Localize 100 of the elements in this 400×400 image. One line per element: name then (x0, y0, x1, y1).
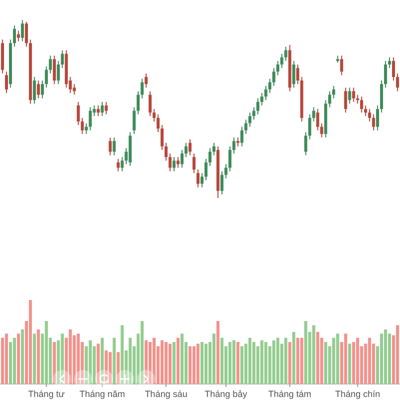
candlestick (304, 132, 308, 156)
candlestick (396, 72, 400, 92)
candlestick (24, 21, 28, 48)
bar (16, 334, 20, 384)
bar (236, 342, 240, 384)
x-tick-label: Tháng năm (79, 389, 126, 399)
bar (160, 340, 164, 384)
candlestick (52, 55, 56, 85)
candlestick (60, 50, 64, 69)
candlestick (284, 46, 288, 62)
candlestick (76, 101, 80, 126)
bar (8, 342, 12, 384)
candlestick (360, 96, 364, 114)
bar (384, 329, 388, 384)
candlestick (328, 90, 332, 108)
candlestick (312, 106, 316, 122)
candlestick (184, 142, 188, 158)
bar (388, 334, 392, 384)
candlestick (388, 56, 392, 69)
candlestick (308, 114, 312, 140)
candlestick (172, 156, 176, 172)
bar (284, 338, 288, 384)
candlestick (244, 119, 248, 134)
candlestick (392, 56, 396, 82)
candlestick (240, 126, 244, 147)
bar (248, 338, 252, 384)
bar (292, 332, 296, 384)
bar (76, 334, 80, 384)
x-tick-label: Tháng tư (28, 389, 65, 399)
x-tick-label: Tháng chín (335, 389, 380, 399)
bar (104, 350, 108, 384)
candlestick (156, 114, 160, 133)
bar (100, 338, 104, 384)
candlestick (36, 80, 40, 99)
bar (164, 342, 168, 384)
candlestick (176, 156, 180, 168)
bar (44, 321, 48, 384)
candlestick (44, 66, 48, 88)
bar (4, 334, 8, 384)
bar (12, 338, 16, 384)
bar (116, 352, 120, 384)
candlestick (260, 92, 264, 106)
bar (228, 342, 232, 384)
candlestick (80, 117, 84, 134)
bar (260, 340, 264, 384)
candlestick (180, 149, 184, 168)
candlestick (164, 142, 168, 162)
candlestick (352, 87, 356, 102)
bar (252, 342, 256, 384)
bar (1, 338, 4, 384)
candlestick (72, 84, 76, 96)
candlestick (84, 122, 88, 134)
bar (196, 344, 200, 384)
bar (68, 329, 72, 384)
candlestick (348, 87, 352, 104)
bar (356, 338, 360, 384)
candlestick (340, 55, 344, 76)
candlestick (152, 108, 156, 122)
candlestick (384, 60, 388, 88)
bar (148, 342, 152, 384)
bar (352, 342, 356, 384)
candlestick (276, 60, 280, 76)
bar (368, 338, 372, 384)
candlestick (264, 85, 268, 101)
candlestick (192, 153, 196, 174)
candlestick (268, 78, 272, 94)
candlestick (256, 98, 260, 115)
candlestick (132, 106, 136, 134)
bar (200, 342, 204, 384)
bar (28, 300, 32, 384)
bar (140, 321, 144, 384)
bar (396, 325, 400, 384)
bar (108, 352, 112, 384)
candlestick (160, 124, 164, 150)
bar (216, 321, 220, 384)
candlestick (168, 153, 172, 172)
bar (192, 346, 196, 384)
bar (52, 342, 56, 384)
candlestick (208, 148, 212, 166)
bar (112, 338, 116, 384)
candlestick (220, 170, 224, 195)
bar (240, 346, 244, 384)
candlestick (332, 85, 336, 99)
x-tick-label: Tháng tám (268, 389, 312, 399)
candlestick (20, 20, 24, 42)
bar (20, 329, 24, 384)
bar (336, 334, 340, 384)
candlestick (196, 169, 200, 188)
candlestick (112, 136, 116, 156)
candlestick (200, 172, 204, 188)
bar (180, 334, 184, 384)
bar (220, 338, 224, 384)
x-tick-label: Tháng bảy (204, 389, 248, 399)
bar (296, 338, 300, 384)
candlestick (12, 24, 16, 48)
bar (312, 325, 316, 384)
bar (264, 342, 268, 384)
bar (276, 338, 280, 384)
candlestick (56, 60, 60, 85)
bar (300, 338, 304, 384)
